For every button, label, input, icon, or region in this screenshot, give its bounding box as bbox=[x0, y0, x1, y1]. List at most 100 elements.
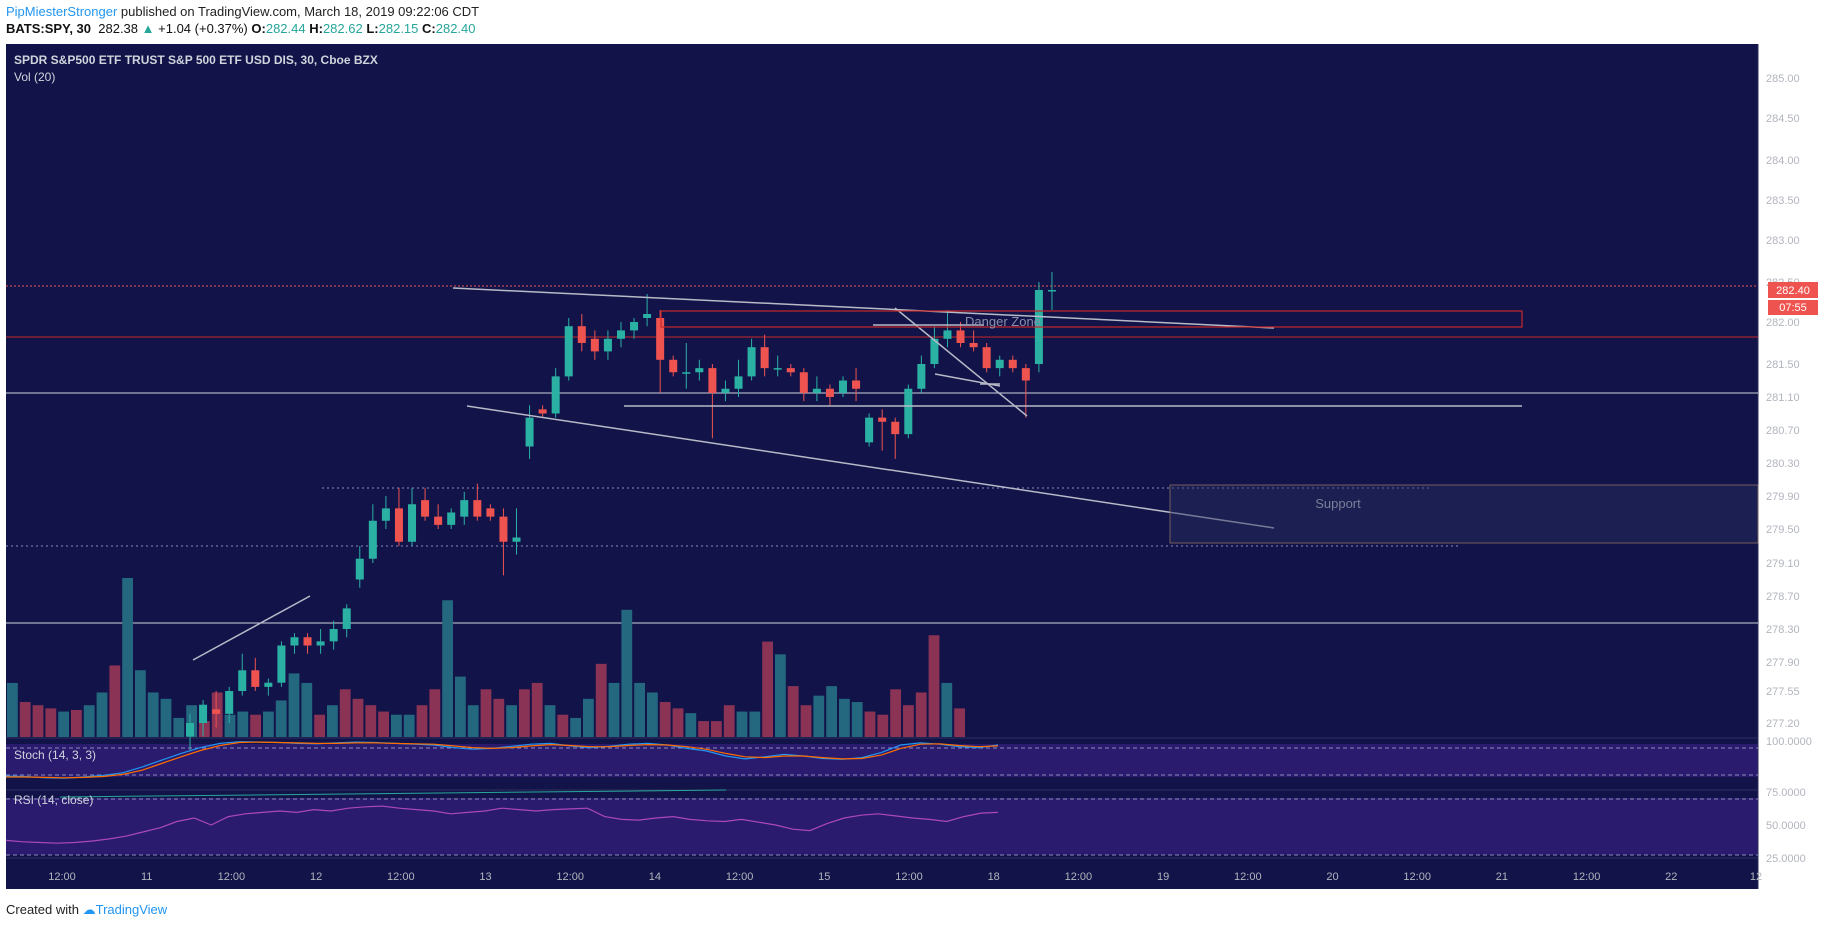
volume-bar bbox=[122, 578, 133, 737]
candle-body bbox=[656, 318, 665, 360]
price-tick: 278.30 bbox=[1766, 624, 1800, 636]
price-tick: 279.10 bbox=[1766, 558, 1800, 570]
volume-bar bbox=[787, 686, 799, 737]
candle-body bbox=[264, 682, 273, 687]
candle-body bbox=[551, 376, 560, 414]
last-price-tag-text: 282.40 bbox=[1776, 285, 1810, 297]
candle-body bbox=[630, 322, 639, 331]
volume-bar bbox=[480, 689, 492, 737]
author-link[interactable]: PipMiesterStronger bbox=[6, 4, 118, 19]
trendline bbox=[452, 287, 1275, 329]
rsi-tick: 25.0000 bbox=[1766, 853, 1806, 865]
candle-body bbox=[799, 372, 808, 393]
volume-bar bbox=[224, 714, 236, 737]
volume-bar bbox=[173, 717, 185, 737]
candle-body bbox=[473, 500, 482, 517]
volume-bar bbox=[147, 692, 159, 737]
volume-bar bbox=[442, 600, 453, 737]
candle-body bbox=[486, 508, 495, 517]
time-tick: 12:00 bbox=[726, 871, 754, 883]
volume-bar bbox=[365, 705, 377, 737]
volume-bar bbox=[301, 682, 313, 737]
time-tick: 18 bbox=[988, 871, 1000, 883]
time-tick: 20 bbox=[1326, 871, 1338, 883]
volume-bar bbox=[83, 705, 95, 737]
volume-bar bbox=[211, 692, 223, 737]
time-tick: 12:00 bbox=[895, 871, 923, 883]
candle-body bbox=[381, 508, 390, 521]
candle-body bbox=[499, 516, 508, 542]
danger-zone-box[interactable] bbox=[660, 310, 1523, 328]
volume-bar bbox=[762, 641, 773, 737]
volume-bar bbox=[314, 714, 325, 737]
price-axis[interactable]: 285.00284.50284.00283.50283.00282.50282.… bbox=[1766, 73, 1800, 730]
ticker-line: BATS:SPY, 30 282.38 ▲ +1.04 (+0.37%) O:2… bbox=[6, 21, 476, 36]
volume-bar bbox=[672, 708, 684, 737]
volume-bar bbox=[813, 695, 825, 737]
volume-bar bbox=[608, 682, 620, 737]
horizontal-levels bbox=[6, 285, 1758, 624]
volume-bar bbox=[941, 682, 953, 737]
candle-body bbox=[577, 326, 586, 343]
volume-bar bbox=[877, 714, 889, 737]
time-axis[interactable]: 12:00 11 12:00 12 12:00 13 12:00 14 12:00 15 12:00… bbox=[48, 871, 1762, 883]
candle-body bbox=[786, 368, 795, 373]
volume-bar bbox=[467, 705, 479, 737]
volume-bar bbox=[403, 714, 415, 737]
time-tick: 22 bbox=[1665, 871, 1677, 883]
volume-bar bbox=[621, 609, 633, 737]
candle-body bbox=[329, 629, 338, 642]
price-tick: 277.20 bbox=[1766, 718, 1800, 730]
candle-body bbox=[603, 338, 612, 352]
volume-bar bbox=[595, 663, 607, 737]
publish-text: published on TradingView.com, March 18, … bbox=[120, 4, 480, 19]
price-tick: 279.50 bbox=[1766, 524, 1800, 536]
close-label: C: bbox=[422, 21, 436, 36]
tradingview-logo-icon[interactable]: ☁ bbox=[82, 902, 96, 917]
price-tick: 282.00 bbox=[1766, 317, 1800, 329]
candle-body bbox=[290, 637, 299, 646]
support-box[interactable] bbox=[1169, 484, 1759, 544]
trendline bbox=[466, 405, 1275, 529]
tradingview-link[interactable]: TradingView bbox=[95, 902, 168, 917]
price-tick: 277.55 bbox=[1766, 686, 1800, 698]
candle-body bbox=[342, 608, 351, 629]
price-tick: 283.50 bbox=[1766, 195, 1800, 207]
footer: Created with ☁TradingView bbox=[6, 902, 167, 918]
volume-bar bbox=[429, 689, 441, 737]
volume-bar bbox=[915, 692, 927, 737]
rsi-trendline bbox=[59, 789, 727, 798]
volume-bar bbox=[864, 711, 876, 737]
candle-body bbox=[199, 704, 208, 723]
rsi-label: RSI (14, close) bbox=[14, 793, 93, 807]
volume-bar bbox=[775, 654, 786, 737]
candle-body bbox=[303, 637, 312, 646]
candle-body bbox=[186, 723, 194, 737]
volume-bar bbox=[135, 670, 146, 737]
candle-body bbox=[839, 380, 847, 393]
rsi-tick: 75.0000 bbox=[1766, 787, 1806, 799]
open-value: 282.44 bbox=[265, 21, 306, 36]
drawn-trendlines[interactable] bbox=[192, 287, 1522, 661]
volume-bar bbox=[723, 705, 735, 737]
volume-bar bbox=[685, 713, 697, 737]
volume-bar bbox=[826, 686, 837, 737]
volume-bar bbox=[544, 705, 556, 737]
high-value: 282.62 bbox=[322, 21, 363, 36]
candle-body bbox=[865, 417, 874, 443]
candle-body bbox=[643, 314, 652, 318]
candle-body bbox=[825, 388, 834, 397]
time-tick: 12 bbox=[1750, 871, 1762, 883]
candle-body bbox=[852, 380, 861, 389]
candle-body bbox=[564, 326, 573, 377]
created-with-text: Created with bbox=[6, 902, 79, 917]
time-tick: 21 bbox=[1496, 871, 1508, 883]
candle-body bbox=[394, 508, 403, 542]
volume-bar bbox=[506, 705, 517, 737]
volume-bar bbox=[749, 711, 761, 737]
volume-bar bbox=[19, 702, 31, 737]
price-tick: 284.00 bbox=[1766, 155, 1800, 167]
candle-body bbox=[917, 364, 926, 389]
time-tick: 12:00 bbox=[48, 871, 76, 883]
